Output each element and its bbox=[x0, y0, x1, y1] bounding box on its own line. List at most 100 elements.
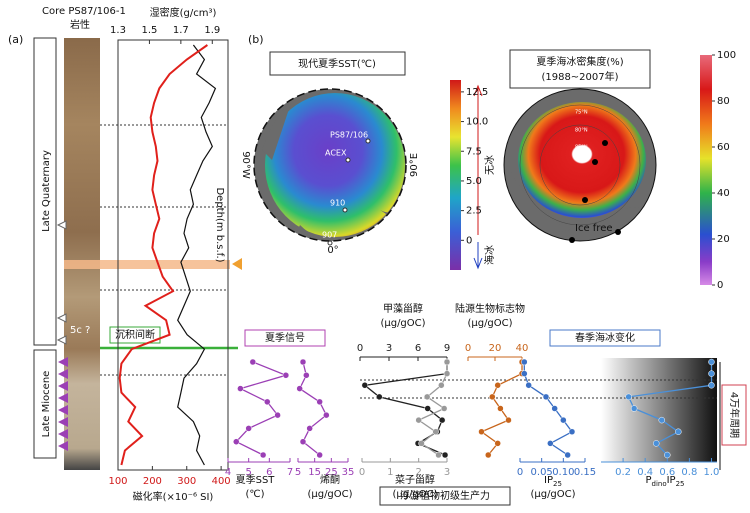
x-axis-label: 烯酮 bbox=[320, 473, 340, 486]
data-point bbox=[564, 451, 571, 459]
colorbar-tick-label: 0 bbox=[717, 280, 723, 291]
dotted-lines bbox=[100, 124, 717, 399]
data-point bbox=[547, 440, 554, 447]
data-point bbox=[438, 382, 445, 389]
data-point bbox=[361, 382, 369, 389]
x-axis-label: (μg/gOC) bbox=[307, 489, 352, 500]
arrow-label: 无冰 bbox=[483, 155, 496, 175]
header-box bbox=[379, 486, 511, 506]
x2-tick-label: 1.7 bbox=[173, 25, 189, 36]
data-point bbox=[418, 440, 425, 447]
label-part: IP bbox=[544, 475, 553, 486]
data-point bbox=[282, 372, 290, 379]
map-label: 0° bbox=[327, 245, 338, 256]
x-axis-label: 菜子甾醇 bbox=[395, 473, 435, 486]
map-title: 现代夏季SST(℃) bbox=[298, 58, 376, 70]
x-tick-label: 1 bbox=[387, 467, 393, 478]
label-part: 菜子甾醇 bbox=[395, 473, 435, 486]
x-axis-label: (μg/gOC) bbox=[530, 489, 575, 500]
header: 春季海冰变化 bbox=[575, 331, 635, 344]
colorbar-tick-label: 7.5 bbox=[466, 146, 482, 157]
x-tick-label: 0.8 bbox=[681, 467, 697, 478]
data-point bbox=[432, 428, 439, 435]
label-part: P bbox=[645, 475, 651, 486]
core-label: 5c ? bbox=[70, 325, 90, 336]
map-label: 907 bbox=[322, 231, 337, 240]
data-point bbox=[494, 382, 501, 389]
data-point bbox=[497, 405, 504, 412]
label-part: 25 bbox=[553, 480, 562, 488]
x-axis-label: 磁化率(×10⁻⁶ SI) bbox=[133, 490, 214, 503]
arrow-label: 海冰 bbox=[483, 245, 496, 265]
series-line bbox=[363, 362, 448, 456]
data-point bbox=[423, 393, 431, 401]
x-tick-label: 9 bbox=[444, 343, 450, 354]
data-point bbox=[521, 358, 528, 366]
map-label: Ice free bbox=[575, 223, 613, 234]
colorbar-tick-label: 0 bbox=[466, 235, 472, 246]
data-point bbox=[424, 405, 431, 412]
x2-tick-label: 1.5 bbox=[141, 25, 157, 36]
x-tick-label: 2 bbox=[415, 467, 421, 478]
label-part: 25 bbox=[676, 480, 685, 488]
band-marker bbox=[232, 258, 242, 270]
data-point bbox=[316, 398, 323, 406]
map-label: 90°E bbox=[409, 153, 420, 177]
panel-label: (b) bbox=[248, 33, 264, 46]
map-label: ACEX bbox=[325, 149, 347, 158]
lithology-label: 岩性 bbox=[70, 18, 90, 31]
colorbar-tick-label: 100 bbox=[717, 50, 736, 61]
x-tick-label: 20 bbox=[489, 343, 502, 354]
x-tick-label: 0.15 bbox=[574, 467, 596, 478]
colorbar-tick-label: 2.5 bbox=[466, 206, 482, 217]
map-label: 85°N bbox=[575, 145, 588, 151]
x-tick-label: 6 bbox=[266, 467, 272, 478]
x-tick-label: 300 bbox=[177, 476, 196, 487]
data-point bbox=[274, 411, 281, 419]
x-tick-label: 0.10 bbox=[552, 467, 574, 478]
label-part: 烯酮 bbox=[320, 473, 340, 486]
colorbar-tick-label: 80 bbox=[717, 96, 730, 107]
core-title: Core PS87/106-1 bbox=[42, 6, 126, 17]
y-axis-label: Depth(m b.s.f.) bbox=[214, 187, 225, 262]
x-axis-label: (℃) bbox=[245, 489, 264, 500]
header: (μg/gOC) bbox=[467, 318, 512, 329]
data-point bbox=[505, 416, 512, 424]
map-title: (1988~2007年) bbox=[541, 70, 618, 83]
x-tick-label: 6 bbox=[415, 343, 421, 354]
unit-box bbox=[33, 37, 57, 346]
data-point bbox=[441, 451, 449, 459]
header: 浮游植物初级生产力 bbox=[400, 489, 490, 502]
x-tick-label: 400 bbox=[212, 476, 231, 487]
x-tick-label: 0 bbox=[517, 467, 523, 478]
data-point bbox=[630, 405, 638, 412]
data-point bbox=[708, 370, 715, 377]
maps bbox=[253, 88, 657, 246]
x-tick-label: 25 bbox=[325, 467, 338, 478]
x-tick-label: 0.2 bbox=[615, 467, 631, 478]
x-tick-label: 0 bbox=[357, 343, 363, 354]
data-point bbox=[625, 393, 632, 401]
x-tick-label: 5 bbox=[245, 467, 251, 478]
arrow bbox=[473, 242, 483, 270]
series-line bbox=[235, 361, 288, 456]
x-tick-label: 0 bbox=[465, 343, 471, 354]
x-tick-label: 100 bbox=[108, 476, 127, 487]
arrow bbox=[473, 84, 483, 235]
header: 夏季信号 bbox=[265, 332, 305, 344]
data-point bbox=[652, 440, 660, 447]
data-point bbox=[494, 440, 501, 447]
map-label: 75°N bbox=[575, 110, 588, 116]
data-point bbox=[521, 370, 528, 377]
colorbar-tick-label: 5.0 bbox=[466, 176, 482, 187]
x-tick-label: 5 bbox=[295, 467, 301, 478]
highlight-band bbox=[64, 260, 230, 269]
map-label: 80°N bbox=[575, 128, 588, 134]
data-point bbox=[443, 358, 451, 366]
x-tick-label: 4 bbox=[225, 467, 231, 478]
header: 陆源生物标志物 bbox=[455, 302, 525, 315]
data-point bbox=[440, 405, 448, 412]
data-point bbox=[316, 451, 323, 459]
x-tick-label: 0.6 bbox=[659, 467, 675, 478]
panel-label: (a) bbox=[8, 33, 23, 46]
